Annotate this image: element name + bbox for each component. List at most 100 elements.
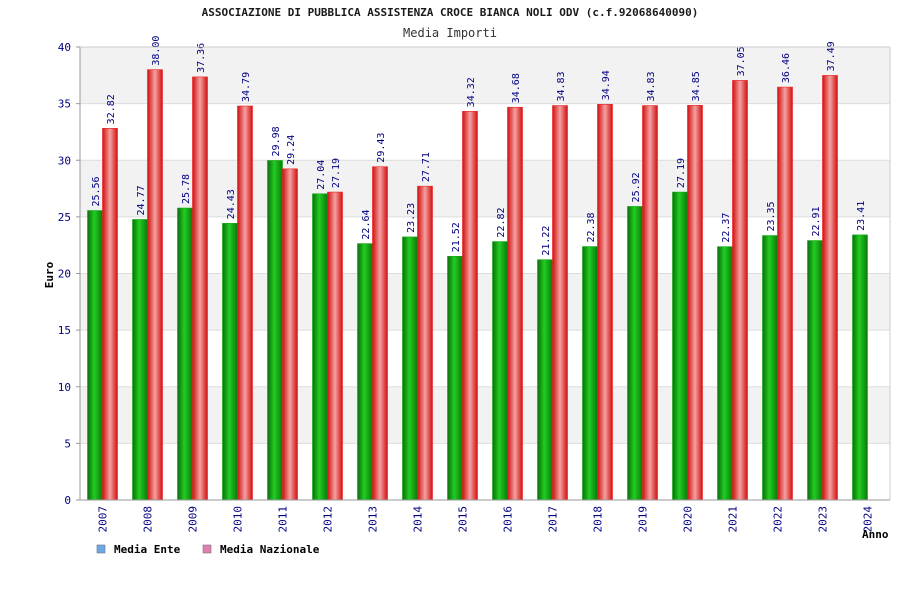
bar-media-ente [177, 207, 193, 501]
bars [87, 69, 868, 501]
x-tick-label: 2013 [367, 506, 380, 533]
y-tick-label: 15 [58, 324, 71, 337]
bar-media-nazionale [507, 106, 523, 501]
data-label: 29.24 [286, 135, 297, 165]
bar-media-ente [132, 219, 148, 501]
data-label: 27.19 [331, 158, 342, 188]
bar-media-nazionale [147, 69, 163, 501]
data-label: 21.52 [451, 222, 462, 252]
bar-media-nazionale [777, 86, 793, 501]
y-tick-label: 35 [58, 98, 71, 111]
x-tick-label: 2008 [142, 506, 155, 533]
x-tick-label: 2022 [772, 506, 785, 533]
bar-media-nazionale [642, 105, 658, 501]
bar-media-nazionale [282, 168, 298, 501]
bar-media-ente [312, 193, 328, 501]
x-tick-label: 2021 [727, 506, 740, 533]
y-tick-label: 5 [64, 437, 71, 450]
grid-band [80, 386, 890, 444]
x-tick-label: 2009 [187, 506, 200, 533]
data-label: 37.05 [736, 46, 747, 76]
data-label: 34.85 [691, 71, 702, 101]
data-label: 23.35 [766, 201, 777, 231]
legend-label: Media Ente [114, 543, 181, 556]
bar-media-ente [807, 240, 823, 501]
bar-media-ente [447, 255, 463, 501]
data-label: 38.00 [151, 36, 162, 66]
bar-media-nazionale [417, 185, 433, 501]
x-tick-label: 2017 [547, 506, 560, 533]
data-label: 22.82 [496, 207, 507, 237]
bar-media-nazionale [327, 191, 343, 501]
data-label: 27.04 [316, 160, 327, 190]
x-axis-label: Anno [862, 528, 889, 541]
data-label: 22.64 [361, 209, 372, 239]
bar-media-ente [87, 210, 103, 501]
x-tick-label: 2011 [277, 506, 290, 533]
data-label: 34.68 [511, 73, 522, 103]
data-label: 22.38 [586, 212, 597, 242]
data-label: 23.41 [856, 201, 867, 231]
bar-media-nazionale [462, 111, 478, 501]
x-tick-label: 2024 [862, 506, 875, 533]
bar-media-ente [222, 223, 238, 501]
bar-media-nazionale [687, 105, 703, 501]
x-tick-label: 2023 [817, 506, 830, 533]
y-tick-label: 10 [58, 381, 71, 394]
bar-media-ente [537, 259, 553, 501]
y-tick-label: 0 [64, 494, 71, 507]
x-tick-label: 2007 [97, 506, 110, 533]
y-tick-label: 30 [58, 154, 71, 167]
bar-media-ente [267, 160, 283, 501]
bar-media-nazionale [822, 75, 838, 501]
y-tick-label: 20 [58, 268, 71, 281]
data-label: 34.32 [466, 77, 477, 107]
bar-media-nazionale [597, 104, 613, 501]
data-label: 37.36 [196, 43, 207, 73]
data-label: 29.98 [271, 126, 282, 156]
chart-title: ASSOCIAZIONE DI PUBBLICA ASSISTENZA CROC… [202, 6, 699, 19]
data-label: 25.92 [631, 172, 642, 202]
y-tick-label: 25 [58, 211, 71, 224]
bar-media-ente [402, 236, 418, 501]
data-label: 22.37 [721, 213, 732, 243]
data-label: 29.43 [376, 133, 387, 163]
y-axis-label: Euro [43, 261, 56, 288]
data-label: 21.22 [541, 226, 552, 256]
bar-media-nazionale [237, 105, 253, 501]
bar-media-nazionale [552, 105, 568, 501]
data-label: 27.71 [421, 152, 432, 182]
bar-media-nazionale [732, 80, 748, 501]
bar-media-ente [582, 246, 598, 501]
grid-band [80, 160, 890, 217]
x-tick-label: 2018 [592, 506, 605, 533]
data-label: 34.83 [646, 71, 657, 101]
bar-media-nazionale [192, 76, 208, 501]
legend: Media Ente Media Nazionale [96, 543, 320, 556]
data-label: 37.49 [826, 41, 837, 71]
bar-media-ente [357, 243, 373, 501]
data-labels: 25.56 32.82 24.77 38.00 25.78 37.36 24.43 34.79… [91, 36, 867, 256]
bar-media-ente [852, 234, 868, 501]
bar-media-ente [627, 206, 643, 501]
data-label: 23.23 [406, 203, 417, 233]
data-label: 22.91 [811, 206, 822, 236]
legend-label: Media Nazionale [220, 543, 320, 556]
legend-swatch [202, 544, 212, 554]
bar-media-nazionale [102, 128, 118, 501]
x-tick-label: 2014 [412, 506, 425, 533]
grid-band [80, 273, 890, 331]
data-label: 34.79 [241, 72, 252, 102]
x-tick-label: 2010 [232, 506, 245, 533]
axes: 0 5 10 15 20 25 30 35 40 2007 2008 2009 2010 2011 2012… [58, 41, 891, 533]
x-tick-label: 2019 [637, 506, 650, 533]
data-label: 24.43 [226, 189, 237, 219]
bar-media-ente [672, 191, 688, 501]
data-label: 27.19 [676, 158, 687, 188]
data-label: 24.77 [136, 185, 147, 215]
bar-media-nazionale [372, 166, 388, 501]
data-label: 25.78 [181, 174, 192, 204]
x-tick-label: 2012 [322, 506, 335, 533]
bar-media-ente [492, 241, 508, 501]
